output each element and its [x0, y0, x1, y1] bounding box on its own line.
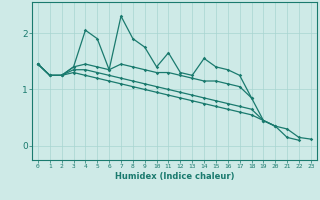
X-axis label: Humidex (Indice chaleur): Humidex (Indice chaleur): [115, 172, 234, 181]
